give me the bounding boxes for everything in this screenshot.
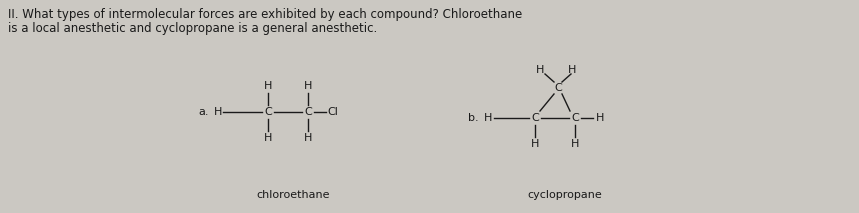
Text: H: H (571, 139, 579, 149)
Text: II. What types of intermolecular forces are exhibited by each compound? Chloroet: II. What types of intermolecular forces … (8, 8, 522, 21)
Text: H: H (264, 81, 272, 91)
Text: H: H (484, 113, 492, 123)
Text: H: H (304, 81, 312, 91)
Text: H: H (596, 113, 604, 123)
Text: H: H (214, 107, 222, 117)
Text: C: C (264, 107, 272, 117)
Text: C: C (554, 83, 562, 93)
Text: H: H (568, 65, 576, 75)
Text: b.: b. (468, 113, 478, 123)
Text: H: H (304, 133, 312, 143)
Text: C: C (571, 113, 579, 123)
Text: Cl: Cl (327, 107, 338, 117)
Text: a.: a. (198, 107, 209, 117)
Text: C: C (304, 107, 312, 117)
Text: H: H (531, 139, 539, 149)
Text: cyclopropane: cyclopropane (527, 190, 602, 200)
Text: chloroethane: chloroethane (256, 190, 330, 200)
Text: H: H (264, 133, 272, 143)
Text: C: C (531, 113, 539, 123)
Text: is a local anesthetic and cyclopropane is a general anesthetic.: is a local anesthetic and cyclopropane i… (8, 22, 377, 35)
Text: H: H (536, 65, 545, 75)
